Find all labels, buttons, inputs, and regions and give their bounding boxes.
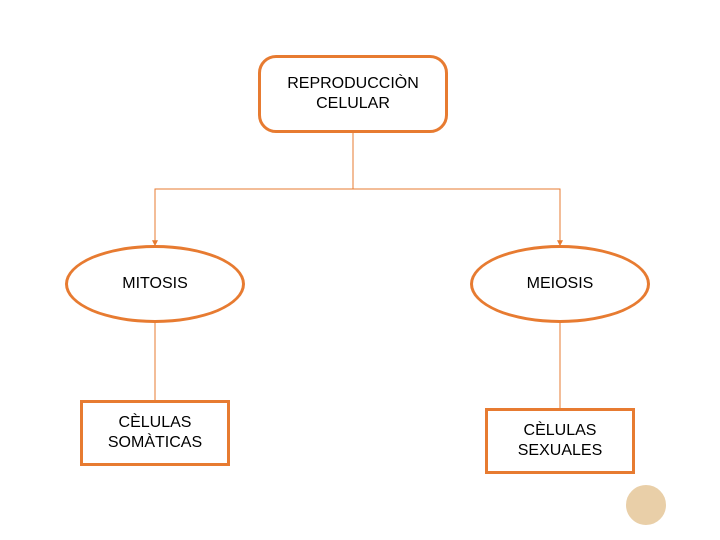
node-root: REPRODUCCIÒNCELULAR [258, 55, 448, 133]
node-mitosis: MITOSIS [65, 245, 245, 323]
node-sexuales: CÈLULASSEXUALES [485, 408, 635, 474]
node-somaticas: CÈLULASSOMÀTICAS [80, 400, 230, 466]
node-sexuales-label: CÈLULASSEXUALES [518, 421, 602, 461]
node-root-label: REPRODUCCIÒNCELULAR [287, 74, 419, 114]
node-somaticas-label: CÈLULASSOMÀTICAS [108, 413, 202, 453]
diagram-canvas: REPRODUCCIÒNCELULAR MITOSIS MEIOSIS CÈLU… [0, 0, 720, 540]
decor-circle-icon [624, 483, 668, 527]
node-meiosis-label: MEIOSIS [527, 274, 594, 294]
node-mitosis-label: MITOSIS [122, 274, 188, 294]
node-meiosis: MEIOSIS [470, 245, 650, 323]
